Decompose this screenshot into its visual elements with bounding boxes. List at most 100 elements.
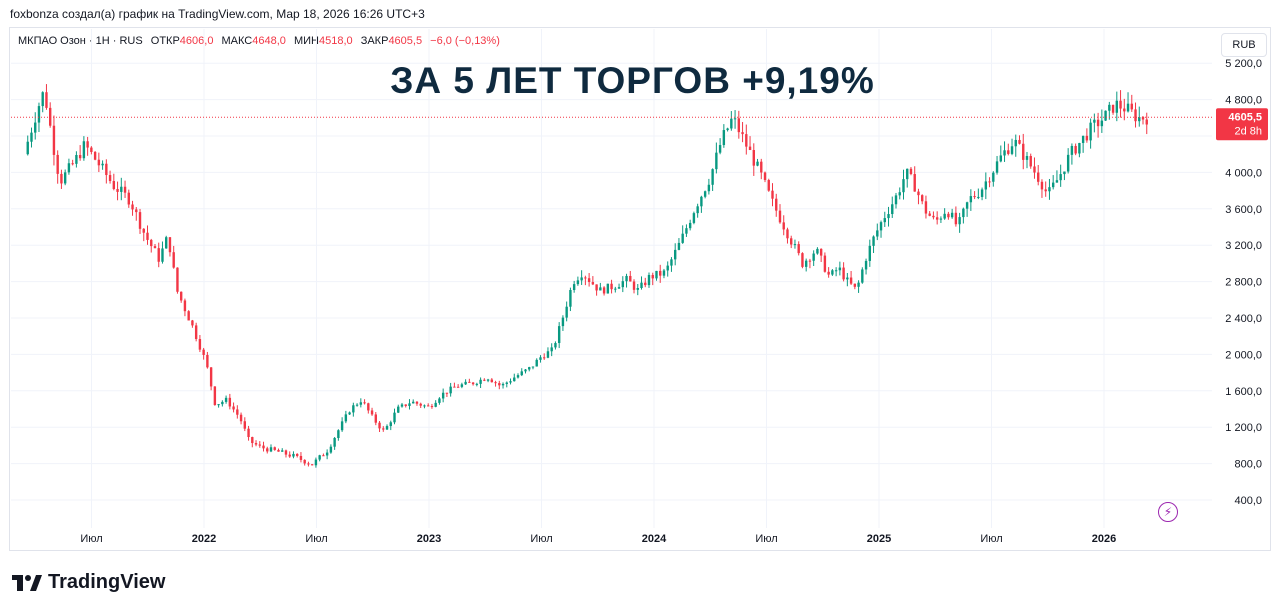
candle-body (531, 366, 535, 368)
x-tick-label: 2025 (867, 533, 891, 545)
candle-body (924, 201, 928, 214)
candle-body (460, 384, 464, 387)
candle-body (771, 190, 774, 199)
candle-body (644, 282, 647, 286)
candle-body (71, 163, 74, 165)
candle-body (662, 270, 666, 276)
candle-body (90, 147, 93, 152)
x-tick-label: Июл (980, 533, 1002, 545)
candle-body (778, 210, 782, 223)
candle-body (322, 455, 325, 457)
x-tick-label: 2022 (192, 533, 216, 545)
candle-body (131, 204, 134, 210)
candle-body (426, 405, 430, 407)
candle-body (868, 245, 872, 261)
candle-body (239, 414, 243, 422)
lightning-icon[interactable]: ⚡ (1158, 502, 1178, 522)
candle-body (187, 311, 190, 321)
high-value: 4648,0 (252, 35, 286, 47)
candle-body (464, 381, 467, 385)
candle-body (688, 222, 692, 229)
tradingview-logo-icon (12, 573, 42, 593)
candle-body (498, 383, 501, 386)
candle-body (580, 277, 583, 281)
candle-body (52, 125, 56, 155)
x-tick-label: Июл (80, 533, 102, 545)
candle-body (127, 192, 130, 205)
candle-body (142, 228, 145, 233)
candle-body (135, 209, 138, 213)
y-tick-label: 3 200,0 (1225, 240, 1262, 252)
candle-body (984, 181, 988, 190)
y-tick-label: 2 800,0 (1225, 277, 1262, 289)
candle-body (715, 152, 718, 170)
candle-body (782, 222, 785, 230)
candle-body (557, 326, 561, 344)
candle-body (775, 198, 778, 211)
candle-body (453, 386, 456, 388)
candle-body (651, 274, 654, 279)
price-badge-background (1216, 108, 1268, 141)
close-value: 4605,5 (388, 35, 423, 47)
candle-body (1033, 166, 1036, 173)
symbol-name[interactable]: МКПАО Озон · 1Н · RUS (18, 35, 143, 47)
candle-body (1070, 145, 1074, 155)
candle-body (528, 367, 531, 370)
candle-body (621, 281, 624, 288)
candle-body (902, 179, 905, 193)
currency-button[interactable]: RUB (1221, 33, 1267, 57)
candle-body (97, 159, 101, 166)
candle-body (340, 421, 344, 431)
candle-body (224, 397, 228, 402)
candle-body (1048, 187, 1051, 192)
candle-body (30, 132, 33, 142)
headline-annotation: ЗА 5 ЛЕТ ТОРГОВ +9,19% (390, 60, 875, 101)
candle-body (520, 371, 523, 376)
candle-body (198, 339, 202, 350)
candle-body (1040, 181, 1044, 190)
candle-body (1037, 172, 1040, 182)
candle-body (599, 287, 602, 291)
candle-body (797, 244, 800, 254)
candle-body (513, 377, 516, 382)
y-tick-label: 4 800,0 (1225, 95, 1262, 107)
candle-body (310, 464, 314, 466)
candle-body (456, 386, 460, 388)
candle-body (913, 174, 916, 192)
candle-body (673, 249, 677, 260)
candle-body (194, 325, 198, 340)
candle-body (303, 459, 306, 464)
candle-body (337, 430, 340, 439)
candle-body (1108, 104, 1111, 111)
candle-body (655, 270, 658, 279)
candle-body (191, 320, 194, 326)
y-tick-label: 2 000,0 (1225, 349, 1262, 361)
candle-body (846, 277, 849, 280)
candle-body (812, 253, 815, 261)
candle-body (763, 172, 767, 181)
candle-body (950, 212, 954, 218)
candle-body (56, 154, 59, 174)
candle-body (861, 269, 864, 283)
candle-body (849, 277, 853, 284)
candle-body (367, 403, 370, 411)
candle-body (550, 347, 553, 352)
candle-body (449, 386, 452, 394)
candle-body (209, 367, 213, 387)
candle-body (251, 437, 254, 444)
candle-body (217, 404, 220, 406)
candle-body (554, 343, 557, 348)
candle-body (748, 146, 752, 151)
low-value: 4518,0 (318, 35, 353, 47)
candle-body (808, 260, 812, 262)
tradingview-logo[interactable]: TradingView (12, 571, 165, 594)
candle-body (490, 379, 494, 383)
candle-body (909, 168, 913, 175)
candle-body (677, 242, 681, 250)
y-tick-label: 400,0 (1234, 495, 1262, 507)
candle-body (1130, 103, 1133, 110)
candle-body (1044, 189, 1047, 192)
candle-body (355, 404, 359, 406)
candle-body (232, 406, 235, 410)
